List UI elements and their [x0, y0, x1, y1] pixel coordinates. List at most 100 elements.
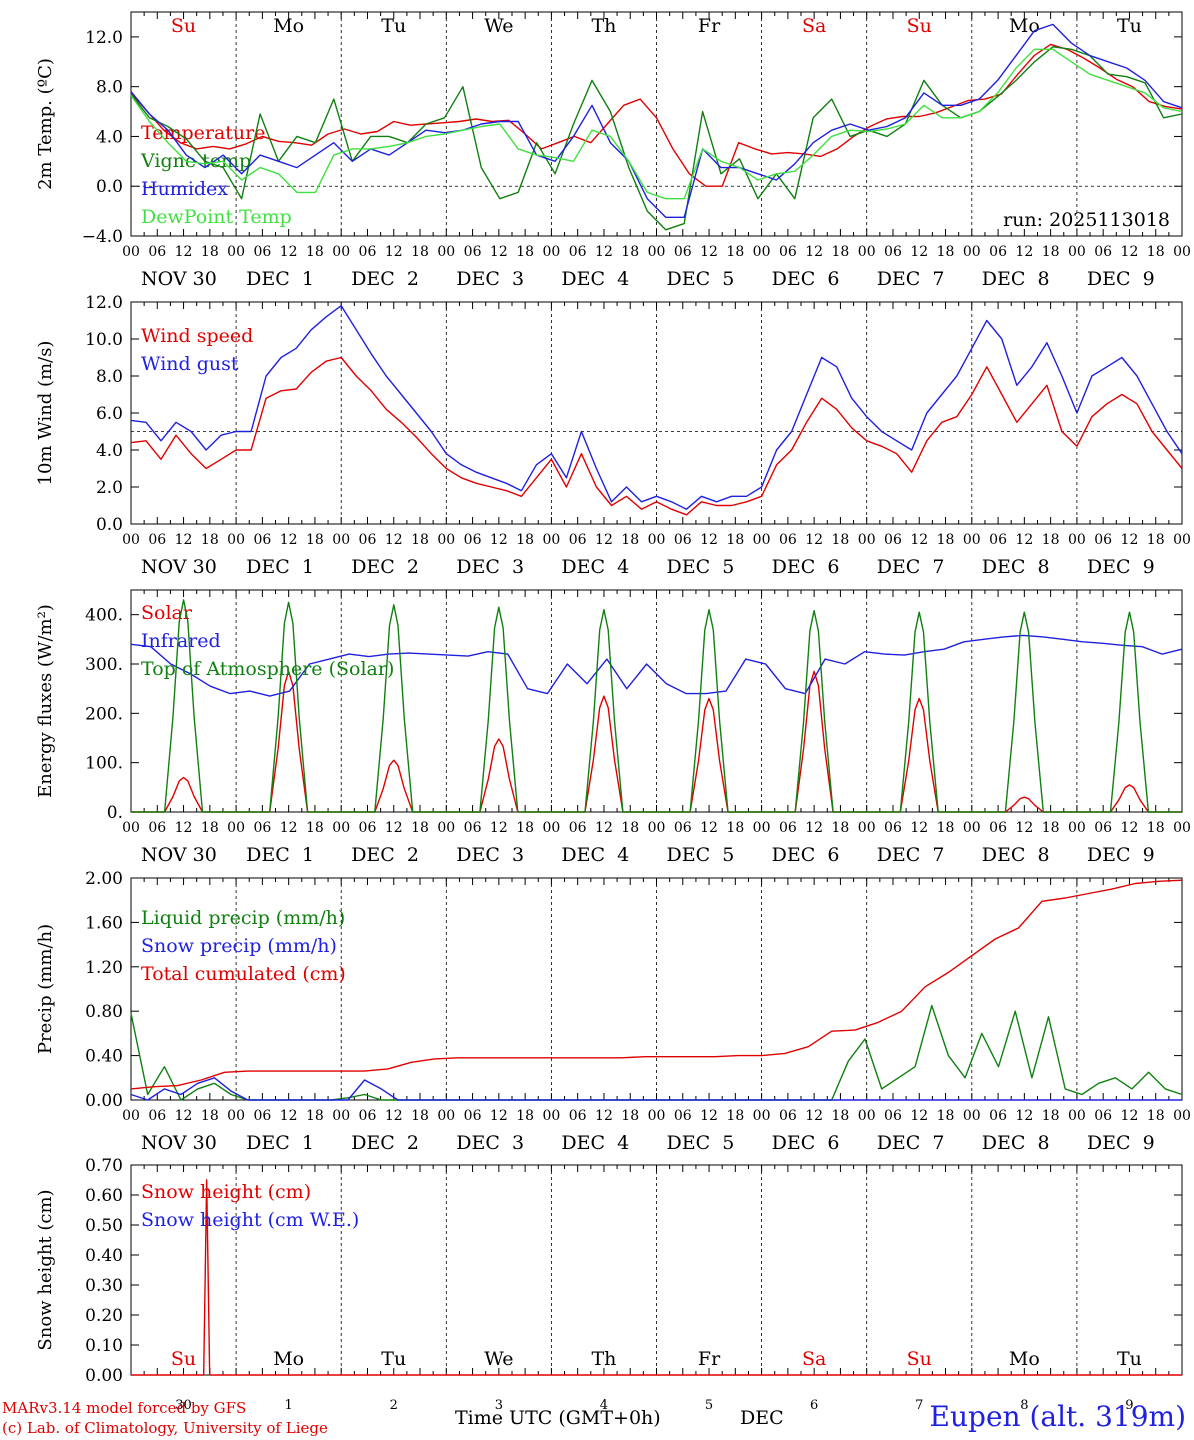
- x-hour-label: 12: [280, 244, 298, 260]
- x-hour-label: 00: [858, 1108, 876, 1124]
- x-hour-label: 18: [516, 1108, 534, 1124]
- x-hour-label: 06: [1094, 532, 1112, 548]
- x-hour-label: 18: [201, 820, 219, 836]
- legend-entry: Snow height (cm): [141, 1181, 311, 1203]
- x-day-number: 3: [495, 1398, 503, 1413]
- x-hour-label: 00: [753, 244, 771, 260]
- x-date-label: DEC 8: [982, 844, 1050, 866]
- x-hour-label: 18: [306, 1108, 324, 1124]
- x-date-label: DEC 1: [246, 1132, 314, 1154]
- x-hour-label: 00: [753, 1108, 771, 1124]
- y-tick-label: 6.0: [96, 404, 123, 424]
- x-hour-label: 18: [306, 820, 324, 836]
- x-date-label: DEC 9: [1087, 268, 1155, 290]
- x-hour-label: 00: [1173, 820, 1191, 836]
- x-hour-label: 18: [516, 532, 534, 548]
- y-tick-label: 1.20: [85, 958, 123, 978]
- day-of-week-label: Su: [907, 1348, 932, 1370]
- x-hour-label: 12: [805, 532, 823, 548]
- x-hour-label: 18: [411, 244, 429, 260]
- x-hour-label: 06: [359, 1108, 377, 1124]
- x-hour-label: 00: [122, 532, 140, 548]
- x-hour-label: 00: [437, 244, 455, 260]
- y-tick-label: 0.0: [96, 515, 123, 535]
- x-hour-label: 00: [437, 820, 455, 836]
- x-hour-label: 18: [411, 532, 429, 548]
- x-hour-label: 06: [253, 1108, 271, 1124]
- x-hour-label: 12: [805, 244, 823, 260]
- x-hour-label: 00: [648, 244, 666, 260]
- x-hour-label: 06: [464, 1108, 482, 1124]
- y-axis-label: Snow height (cm): [35, 1189, 56, 1350]
- y-tick-label: 0.60: [85, 1186, 123, 1206]
- x-hour-label: 06: [148, 244, 166, 260]
- x-hour-label: 06: [569, 820, 587, 836]
- x-hour-label: 18: [306, 244, 324, 260]
- x-date-label: DEC 9: [1087, 556, 1155, 578]
- y-tick-label: 400.: [85, 606, 123, 626]
- day-of-week-label: Th: [591, 15, 616, 37]
- x-hour-label: 12: [700, 820, 718, 836]
- x-hour-label: 00: [332, 244, 350, 260]
- x-hour-label: 12: [280, 820, 298, 836]
- run-label: run: 2025113018: [1003, 209, 1170, 231]
- x-hour-label: 00: [1068, 244, 1086, 260]
- x-hour-label: 06: [989, 244, 1007, 260]
- x-hour-label: 06: [569, 532, 587, 548]
- x-hour-label: 00: [648, 820, 666, 836]
- x-hour-label: 18: [411, 1108, 429, 1124]
- x-hour-label: 00: [332, 1108, 350, 1124]
- x-hour-label: 06: [779, 532, 797, 548]
- x-hour-label: 18: [1147, 1108, 1165, 1124]
- x-hour-label: 18: [201, 532, 219, 548]
- y-tick-label: 1.60: [85, 913, 123, 933]
- x-hour-label: 06: [989, 820, 1007, 836]
- x-hour-label: 00: [332, 820, 350, 836]
- x-date-label: DEC 5: [667, 844, 735, 866]
- legend-entry: Liquid precip (mm/h): [141, 907, 345, 929]
- x-date-label: DEC 5: [667, 268, 735, 290]
- x-date-label: NOV 30: [141, 556, 217, 578]
- x-date-label: DEC 6: [772, 844, 840, 866]
- x-hour-label: 06: [359, 244, 377, 260]
- x-hour-label: 00: [332, 532, 350, 548]
- x-hour-label: 00: [437, 532, 455, 548]
- x-hour-label: 06: [253, 820, 271, 836]
- x-date-label: DEC 3: [456, 1132, 524, 1154]
- x-hour-label: 06: [359, 820, 377, 836]
- x-hour-label: 00: [227, 244, 245, 260]
- y-tick-label: 2.0: [96, 478, 123, 498]
- x-hour-label: 00: [122, 820, 140, 836]
- x-date-label: DEC 6: [772, 268, 840, 290]
- day-of-week-label: Su: [171, 15, 196, 37]
- x-day-number: 4: [600, 1398, 608, 1413]
- y-tick-label: −4.0: [82, 227, 123, 247]
- y-tick-label: 12.0: [85, 293, 123, 313]
- x-hour-label: 00: [963, 1108, 981, 1124]
- x-hour-label: 06: [464, 820, 482, 836]
- y-axis-label: 2m Temp. (ºC): [35, 58, 56, 190]
- x-hour-label: 12: [385, 820, 403, 836]
- x-date-label: NOV 30: [141, 1132, 217, 1154]
- x-hour-label: 00: [858, 532, 876, 548]
- x-hour-label: 12: [490, 532, 508, 548]
- day-of-week-label: Tu: [1117, 15, 1142, 37]
- y-tick-label: 300.: [85, 655, 123, 675]
- day-of-week-label: We: [484, 15, 513, 37]
- x-hour-label: 06: [464, 532, 482, 548]
- y-tick-label: 0.: [107, 803, 123, 823]
- x-hour-label: 18: [937, 820, 955, 836]
- x-hour-label: 00: [437, 1108, 455, 1124]
- series-wind-speed: [130, 356, 1183, 516]
- y-tick-label: 0.70: [85, 1156, 123, 1176]
- x-hour-label: 18: [306, 532, 324, 548]
- x-hour-label: 18: [832, 532, 850, 548]
- y-tick-label: 0.10: [85, 1336, 123, 1356]
- x-hour-label: 18: [937, 244, 955, 260]
- x-hour-label: 00: [963, 244, 981, 260]
- x-hour-label: 18: [1042, 1108, 1060, 1124]
- x-hour-label: 12: [1015, 1108, 1033, 1124]
- x-hour-label: 18: [621, 1108, 639, 1124]
- x-hour-label: 00: [542, 1108, 560, 1124]
- day-of-week-label: We: [484, 1348, 513, 1370]
